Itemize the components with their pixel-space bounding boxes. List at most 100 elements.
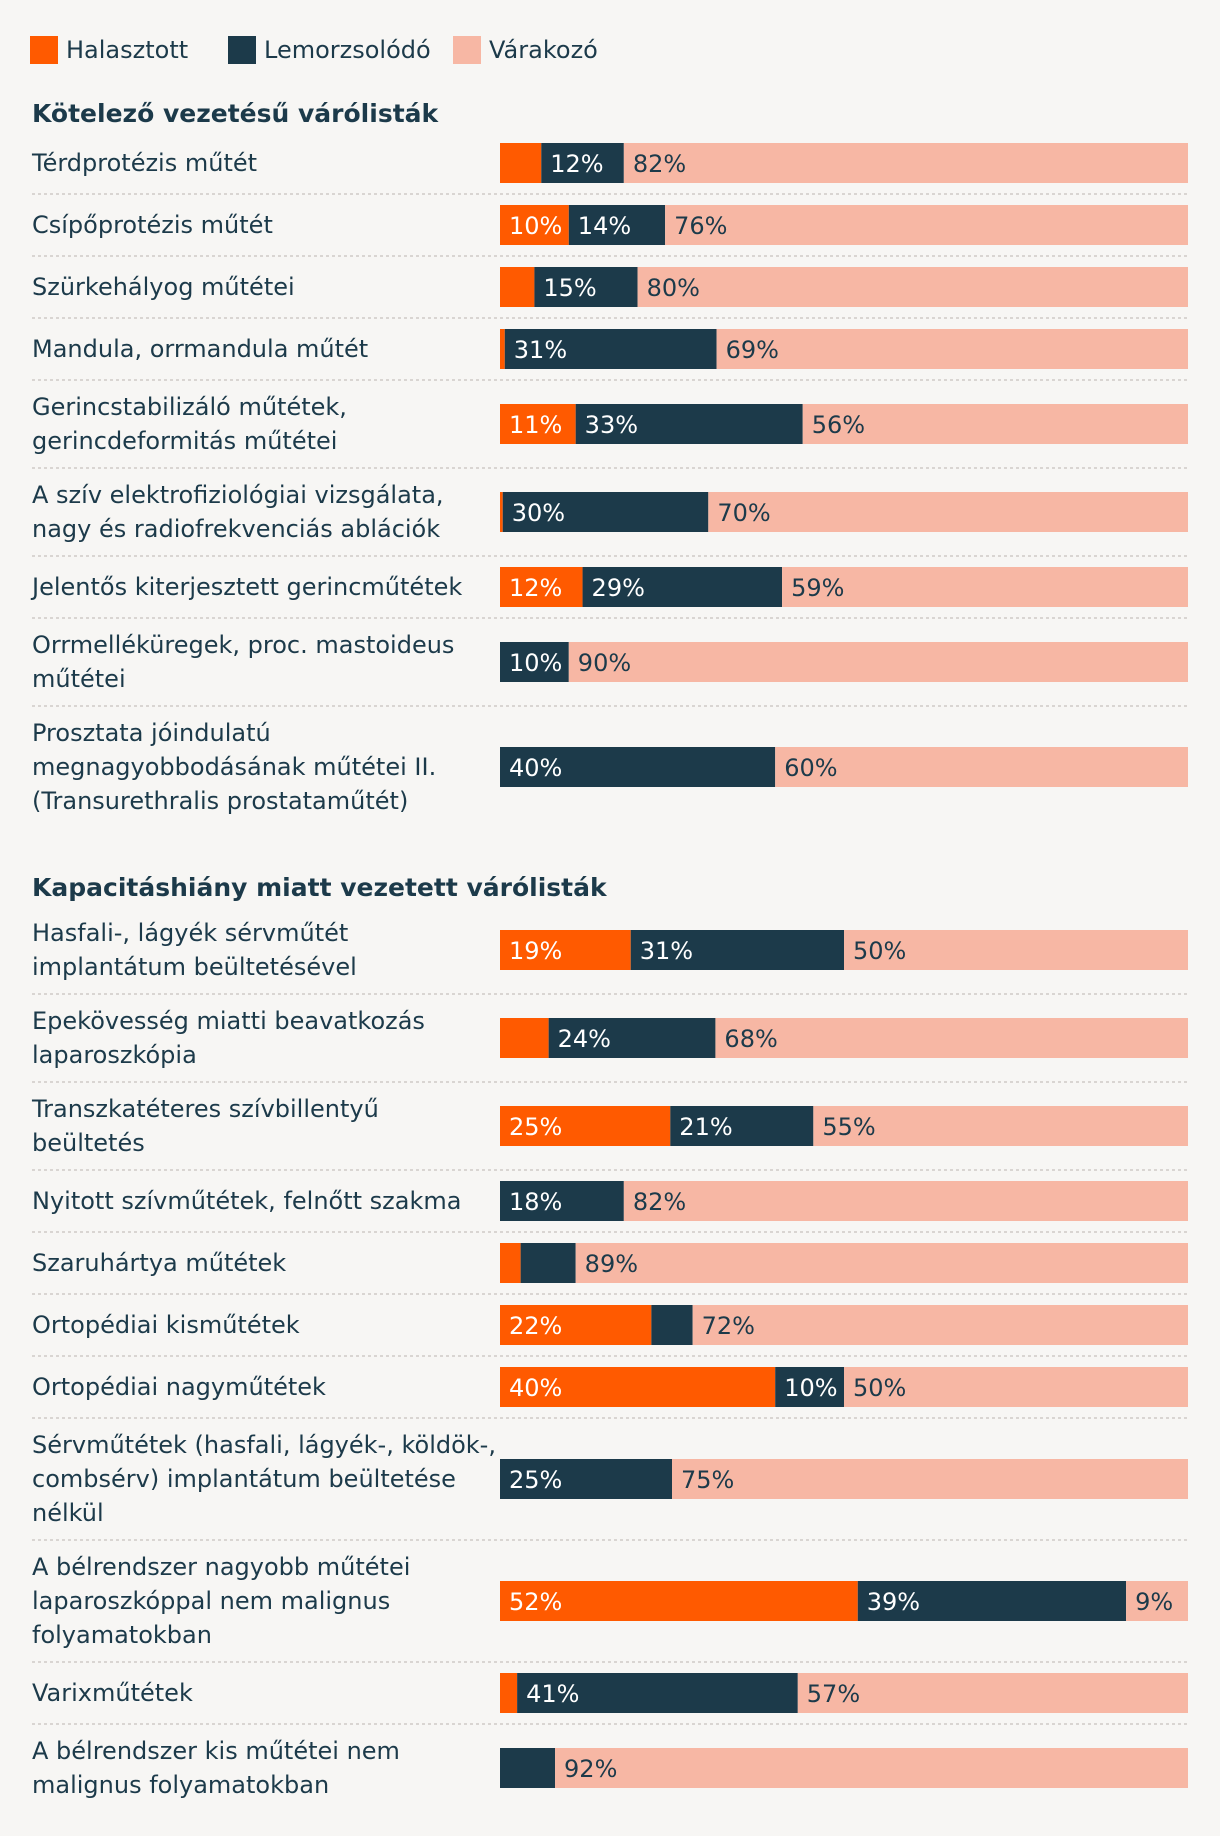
- category-label: Sérvműtétek (hasfali, lágyék-, köldök-,: [32, 1431, 496, 1459]
- data-label-lemorzsolodo: 12%: [550, 150, 603, 178]
- group-title: Kapacitáshiány miatt vezetett várólisták: [32, 873, 608, 902]
- category-label: implantátum beültetésével: [32, 953, 357, 981]
- legend-swatch-lemorzsolodo: [228, 36, 256, 64]
- data-label-lemorzsolodo: 41%: [526, 1680, 579, 1708]
- data-label-lemorzsolodo: 15%: [543, 274, 596, 302]
- data-label-lemorzsolodo: 10%: [509, 649, 562, 677]
- category-label: műtétei: [32, 665, 126, 693]
- data-label-varakozo: 50%: [853, 1374, 906, 1402]
- category-label: gerincdeformitás műtétei: [32, 427, 337, 455]
- data-label-lemorzsolodo: 18%: [509, 1188, 562, 1216]
- bar-varakozo: [797, 1673, 1188, 1713]
- bar-lemorzsolodo: [548, 1018, 716, 1058]
- category-label: Ortopédiai nagyműtétek: [32, 1373, 326, 1401]
- legend-label-lemorzsolodo: Lemorzsolódó: [264, 36, 431, 64]
- category-label: Szürkehályog műtétei: [32, 273, 295, 301]
- data-label-lemorzsolodo: 10%: [784, 1374, 837, 1402]
- data-label-varakozo: 9%: [1135, 1588, 1173, 1616]
- bar-halasztott: [500, 1581, 858, 1621]
- bar-varakozo: [568, 642, 1188, 682]
- bar-halasztott: [500, 329, 505, 369]
- bar-lemorzsolodo: [500, 1748, 556, 1788]
- data-label-halasztott: 19%: [509, 937, 562, 965]
- category-label: Térdprotézis műtét: [31, 149, 257, 177]
- bar-varakozo: [665, 205, 1188, 245]
- bar-halasztott: [500, 1106, 671, 1146]
- data-label-varakozo: 82%: [633, 150, 686, 178]
- bar-varakozo: [715, 1018, 1188, 1058]
- data-label-varakozo: 57%: [807, 1680, 860, 1708]
- bar-varakozo: [555, 1748, 1188, 1788]
- data-label-lemorzsolodo: 30%: [512, 499, 565, 527]
- bar-varakozo: [775, 747, 1188, 787]
- category-label: A szív elektrofiziológiai vizsgálata,: [32, 481, 444, 509]
- data-label-lemorzsolodo: 39%: [867, 1588, 920, 1616]
- bar-halasztott: [500, 492, 503, 532]
- data-label-varakozo: 76%: [674, 212, 727, 240]
- category-label: Varixműtétek: [32, 1679, 193, 1707]
- bar-varakozo: [782, 567, 1188, 607]
- bar-varakozo: [844, 930, 1188, 970]
- bar-lemorzsolodo: [534, 267, 638, 307]
- category-label: laparoszkópia: [32, 1041, 197, 1069]
- data-label-lemorzsolodo: 33%: [585, 411, 638, 439]
- bar-lemorzsolodo: [582, 567, 783, 607]
- bar-varakozo: [623, 1181, 1188, 1221]
- data-label-varakozo: 75%: [681, 1466, 734, 1494]
- bar-varakozo: [575, 1243, 1188, 1283]
- bar-halasztott: [500, 930, 631, 970]
- data-label-varakozo: 70%: [717, 499, 770, 527]
- category-label: Epekövesség miatti beavatkozás: [32, 1007, 425, 1035]
- data-label-lemorzsolodo: 40%: [509, 754, 562, 782]
- category-label: Jelentős kiterjesztett gerincműtétek: [30, 573, 462, 601]
- bar-lemorzsolodo: [500, 747, 776, 787]
- bar-halasztott: [500, 1305, 652, 1345]
- category-label: folyamatokban: [32, 1621, 212, 1649]
- category-label: Ortopédiai kisműtétek: [32, 1311, 300, 1339]
- data-label-varakozo: 68%: [724, 1025, 777, 1053]
- data-label-halasztott: 22%: [509, 1312, 562, 1340]
- group-title: Kötelező vezetésű várólisták: [32, 99, 440, 128]
- bar-lemorzsolodo: [500, 642, 569, 682]
- data-label-halasztott: 10%: [509, 212, 562, 240]
- bar-lemorzsolodo: [502, 492, 709, 532]
- bar-lemorzsolodo: [541, 143, 624, 183]
- category-label: A bélrendszer kis műtétei nem: [32, 1737, 400, 1765]
- data-label-lemorzsolodo: 25%: [509, 1466, 562, 1494]
- category-label: nélkül: [32, 1499, 104, 1527]
- category-label: Prosztata jóindulatú: [32, 719, 271, 747]
- bar-halasztott: [500, 1367, 776, 1407]
- data-label-halasztott: 12%: [509, 574, 562, 602]
- data-label-varakozo: 80%: [647, 274, 700, 302]
- category-label: A bélrendszer nagyobb műtétei: [32, 1553, 410, 1581]
- bar-lemorzsolodo: [575, 404, 803, 444]
- data-label-varakozo: 59%: [791, 574, 844, 602]
- bar-lemorzsolodo: [651, 1305, 693, 1345]
- category-label: malignus folyamatokban: [32, 1771, 329, 1799]
- bar-varakozo: [716, 329, 1188, 369]
- category-label: Transzkatéteres szívbillentyű: [31, 1095, 379, 1123]
- bar-lemorzsolodo: [775, 1367, 844, 1407]
- data-label-varakozo: 82%: [633, 1188, 686, 1216]
- bar-halasztott: [500, 404, 576, 444]
- data-label-varakozo: 69%: [726, 336, 779, 364]
- bar-lemorzsolodo: [504, 329, 717, 369]
- legend-swatch-varakozo: [453, 36, 481, 64]
- data-label-lemorzsolodo: 31%: [514, 336, 567, 364]
- bar-halasztott: [500, 1018, 549, 1058]
- category-label: beültetés: [32, 1129, 145, 1157]
- category-label: Szaruhártya műtétek: [32, 1249, 286, 1277]
- category-label: Mandula, orrmandula műtét: [32, 335, 368, 363]
- bar-varakozo: [844, 1367, 1188, 1407]
- bar-halasztott: [500, 205, 569, 245]
- bar-lemorzsolodo: [500, 1459, 672, 1499]
- bar-halasztott: [500, 1673, 518, 1713]
- bar-varakozo: [692, 1305, 1188, 1345]
- bar-halasztott: [500, 143, 542, 183]
- data-label-varakozo: 72%: [702, 1312, 755, 1340]
- bar-lemorzsolodo: [500, 1181, 624, 1221]
- bar-varakozo: [672, 1459, 1188, 1499]
- bar-varakozo: [708, 492, 1188, 532]
- data-label-halasztott: 40%: [509, 1374, 562, 1402]
